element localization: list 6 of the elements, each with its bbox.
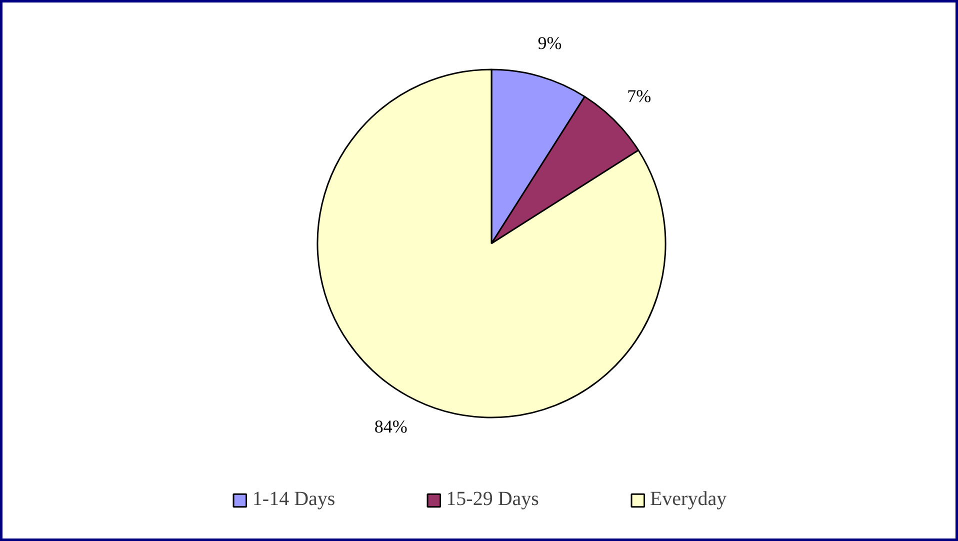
legend-label: Everyday xyxy=(650,488,727,511)
legend-label: 15-29 Days xyxy=(446,488,539,511)
data-label: 84% xyxy=(374,416,408,436)
legend-label: 1-14 Days xyxy=(252,488,336,511)
data-label: 7% xyxy=(627,86,652,106)
data-label: 9% xyxy=(538,32,562,53)
